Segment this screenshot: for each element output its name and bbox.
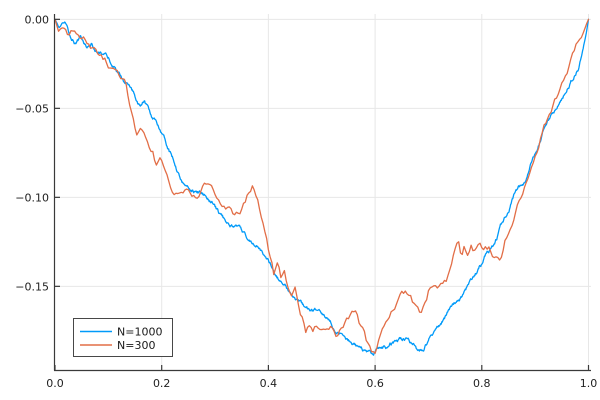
series-line-n-300 [54, 18, 590, 354]
gridlines [55, 14, 591, 370]
x-tick-label: 0.6 [366, 377, 384, 390]
y-tick-label: 0.00 [25, 13, 50, 26]
series-line-n-1000 [54, 18, 590, 356]
x-tick-label: 0.8 [473, 377, 491, 390]
legend-label-n300: N=300 [117, 339, 155, 352]
x-tick-label: 0.4 [260, 377, 278, 390]
tick-labels: 0.0 0.2 0.4 0.6 0.8 1.0 0.00 −0.05 −0.10 −0.15 [15, 13, 597, 390]
legend: N=1000 N=300 [73, 318, 173, 357]
y-tick-label: −0.15 [15, 280, 49, 293]
y-tick-label: −0.05 [15, 102, 49, 115]
legend-box [73, 318, 173, 357]
axes [53, 14, 591, 372]
data-series [54, 18, 590, 356]
x-tick-label: 1.0 [580, 377, 598, 390]
x-tick-label: 0.2 [153, 377, 171, 390]
x-tick-label: 0.0 [46, 377, 64, 390]
y-tick-label: −0.10 [15, 191, 49, 204]
legend-label-n1000: N=1000 [117, 326, 162, 339]
